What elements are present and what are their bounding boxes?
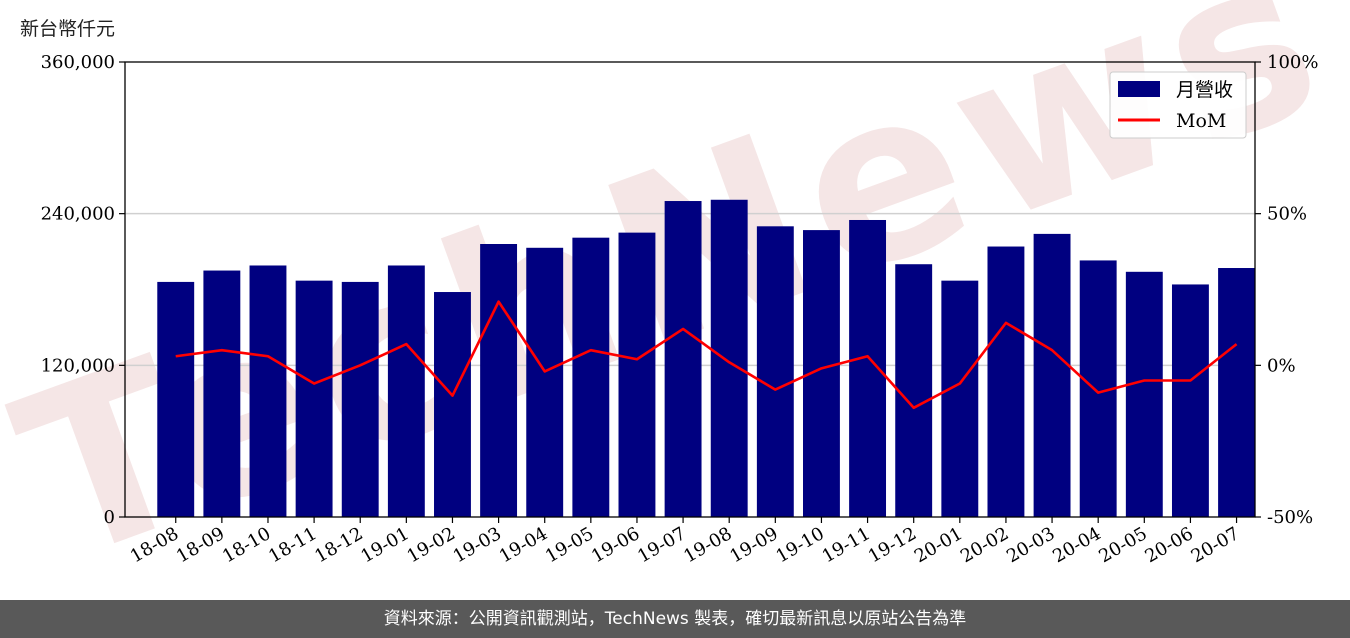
bar (434, 292, 471, 517)
x-tick-label: 19-04 (496, 523, 551, 567)
bar (1218, 268, 1255, 517)
bar (341, 281, 379, 517)
line-series (175, 300, 1238, 410)
x-tick-label: 20-05 (1095, 523, 1150, 567)
y-left-tick-label: 240,000 (41, 204, 115, 225)
bar (480, 244, 518, 517)
bar (849, 219, 887, 517)
bar (710, 199, 748, 517)
x-tick-label: 19-07 (634, 523, 689, 567)
bar (387, 265, 425, 517)
x-tick-label: 19-03 (450, 523, 505, 567)
legend-label-bar: 月營收 (1176, 79, 1233, 101)
x-tick-label: 20-02 (957, 523, 1012, 567)
y-left-tick-label: 0 (104, 507, 115, 528)
plot-frame (124, 61, 1256, 518)
unit-label: 新台幣仟元 (20, 18, 116, 40)
x-tick-label: 19-11 (819, 523, 874, 567)
y-right-tick-label: 100% (1267, 52, 1318, 73)
bar (526, 247, 564, 517)
x-tick-label: 19-01 (357, 523, 412, 567)
source-footer: 資料來源：公開資訊觀測站，TechNews 製表，確切最新訊息以原站公告為準 (0, 600, 1350, 638)
y-right-tick-label: 0% (1267, 355, 1296, 376)
x-tick-label: 19-06 (588, 523, 643, 567)
bar (249, 265, 287, 517)
legend-swatch-bar (1118, 81, 1160, 97)
x-tick-label: 19-10 (773, 523, 828, 567)
bar-series (157, 199, 1255, 518)
bar (157, 281, 195, 517)
x-tick-label: 19-12 (865, 523, 920, 567)
mom-line (175, 300, 1238, 410)
y-left-tick-label: 120,000 (41, 355, 115, 376)
y-right-tick-label: 50% (1267, 204, 1307, 225)
revenue-chart: TechNews 0120,000240,000360,000-50%0%50%… (0, 0, 1350, 600)
bar (756, 226, 794, 518)
bar (203, 270, 241, 517)
x-tick-label: 18-12 (311, 523, 366, 567)
bar (618, 232, 656, 517)
x-tick-label: 20-06 (1141, 523, 1196, 567)
bar (987, 246, 1025, 517)
x-tick-label: 19-09 (726, 523, 781, 567)
bar (1171, 284, 1209, 517)
x-tick-label: 20-04 (1049, 523, 1104, 567)
x-tick-label: 20-01 (911, 523, 966, 567)
x-tick-label: 20-07 (1188, 523, 1243, 567)
bar (1125, 271, 1163, 517)
bar (1033, 233, 1071, 517)
bar (572, 237, 610, 518)
bar (895, 264, 933, 517)
legend: 月營收 MoM (1109, 71, 1247, 139)
bar (295, 280, 333, 517)
y-left-tick-label: 360,000 (41, 52, 115, 73)
y-right-tick-label: -50% (1267, 507, 1313, 528)
x-tick-label: 19-05 (542, 523, 597, 567)
bar (941, 280, 979, 517)
bar (664, 201, 702, 517)
x-tick-label: 19-02 (404, 523, 459, 567)
legend-label-line: MoM (1176, 110, 1226, 132)
x-tick-label: 19-08 (680, 523, 735, 567)
x-tick-label: 20-03 (1003, 523, 1058, 567)
